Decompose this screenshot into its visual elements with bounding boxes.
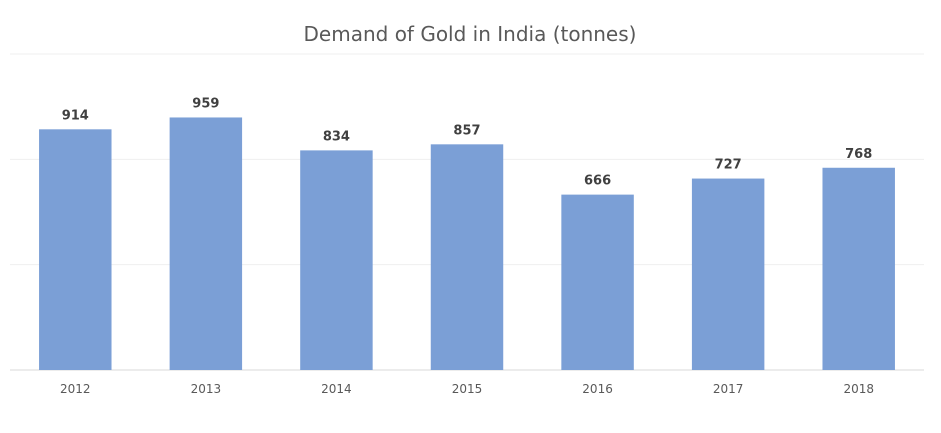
x-tick-labels: 2012 2013 2014 2015 2016 2017 2018 bbox=[60, 382, 874, 396]
bar-2017 bbox=[691, 178, 765, 370]
x-tick-label-2012: 2012 bbox=[60, 382, 91, 396]
bars bbox=[39, 117, 895, 370]
value-label-2017: 727 bbox=[715, 158, 742, 173]
x-tick-label-2014: 2014 bbox=[321, 382, 352, 396]
value-labels: 914 959 834 857 666 727 768 bbox=[62, 96, 873, 188]
x-tick-label-2015: 2015 bbox=[452, 382, 483, 396]
value-label-2018: 768 bbox=[845, 147, 872, 162]
x-tick-label-2018: 2018 bbox=[843, 382, 874, 396]
bar-2014 bbox=[300, 150, 373, 370]
chart-title: Demand of Gold in India (tonnes) bbox=[304, 22, 637, 46]
bar-2018 bbox=[822, 167, 895, 370]
bar-2012 bbox=[39, 129, 112, 370]
x-tick-label-2013: 2013 bbox=[191, 382, 222, 396]
x-tick-label-2017: 2017 bbox=[713, 382, 744, 396]
value-label-2014: 834 bbox=[323, 129, 350, 144]
x-tick-label-2016: 2016 bbox=[582, 382, 613, 396]
bar-2016 bbox=[561, 194, 634, 370]
value-label-2012: 914 bbox=[62, 108, 89, 123]
value-label-2013: 959 bbox=[192, 96, 219, 111]
bar-2013 bbox=[169, 117, 243, 370]
bar-2015 bbox=[430, 144, 504, 370]
value-label-2016: 666 bbox=[584, 174, 611, 189]
value-label-2015: 857 bbox=[453, 123, 480, 138]
